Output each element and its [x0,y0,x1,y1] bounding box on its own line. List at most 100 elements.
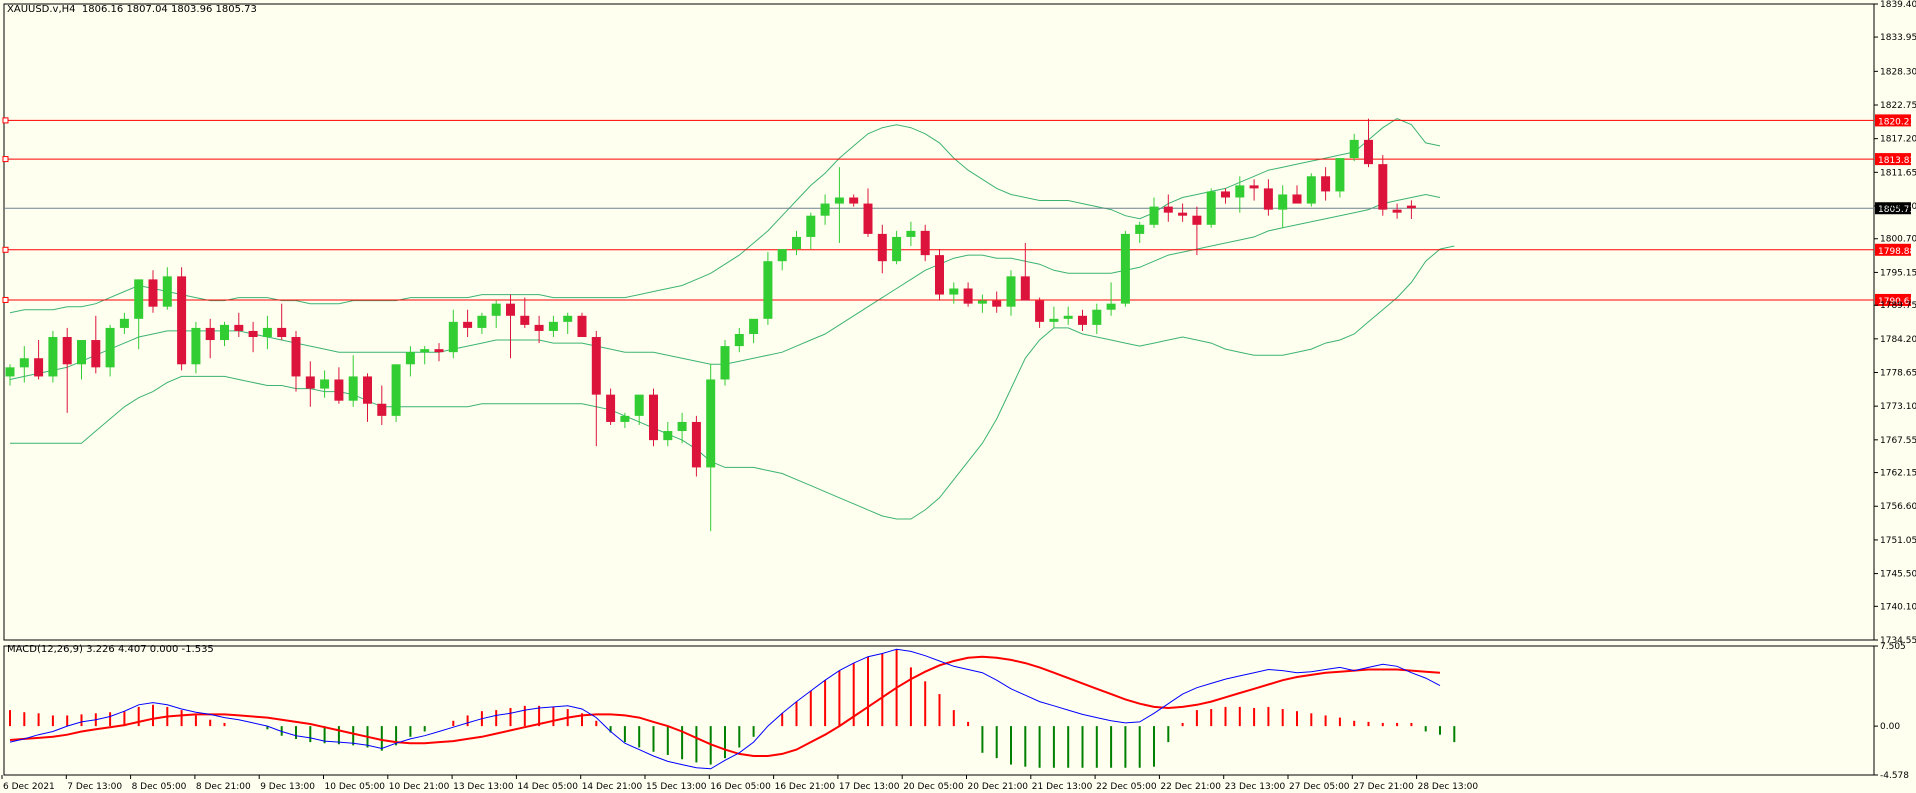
bull-candle [1349,133,1359,162]
candle-body [48,337,58,377]
bear-candle [606,388,616,425]
bull-candle [391,364,401,422]
level-handle [2,246,9,253]
time-tick-label: 22 Dec 21:00 [1160,782,1221,792]
bull-candle [1120,230,1130,307]
bear-candle [363,373,372,422]
bull-candle [477,312,487,334]
bear-candle [649,388,658,447]
level-price-tag [1875,153,1911,166]
bull-candle [1306,173,1316,207]
bear-candle [305,361,315,407]
time-tick-label: 23 Dec 13:00 [1225,782,1286,792]
bull-candle [734,327,744,353]
bull-candle [1049,306,1059,328]
candle-body [620,415,630,422]
bollinger-lower-line [10,245,1455,520]
horizontal-levels[interactable]: 1820.21 1813.83 1798.88 1790.61 1805.73 [2,114,1915,307]
macd-tick-label: 7.505 [1880,642,1906,652]
bull-candle [491,300,501,328]
candle-body [949,288,959,295]
candle-body [1135,224,1145,234]
bear-candle [177,267,187,371]
time-tick-label: 6 Dec 2021 [3,782,55,792]
macd-tick-label: 0.00 [1880,722,1900,732]
candle-body [606,394,616,422]
candle-body [234,324,244,331]
candle-body [405,352,415,365]
bull-candle [563,312,573,334]
bear-candle [1364,118,1373,168]
bull-candle [191,321,201,374]
time-tick-label: 10 Dec 21:00 [389,782,450,792]
candle-body [5,367,15,377]
bear-candle [1078,309,1087,331]
candle-body [1364,139,1373,165]
candle-body [334,379,344,401]
time-tick-label: 22 Dec 05:00 [1096,782,1157,792]
bull-candle [262,315,272,350]
bear-candle [1392,203,1402,219]
candle-body [205,327,215,341]
bull-candle [620,412,630,428]
level-price-label: 1820.21 [1878,117,1915,127]
candle-body [162,276,172,307]
price-tick-label: 1751.05 [1880,536,1916,546]
bear-candle [1378,155,1388,216]
candle-body [577,315,587,338]
time-tick-label: 14 Dec 21:00 [582,782,643,792]
candle-body [1235,185,1245,198]
level-price-label: 1813.83 [1878,156,1915,166]
bull-candle [5,364,15,386]
bear-candle [377,385,387,425]
bear-candle [1163,194,1173,222]
candle-body [1063,315,1073,319]
bull-candle [105,324,115,377]
bull-candle [977,294,987,313]
bear-candle [248,321,258,353]
price-tick-label: 1789.75 [1880,301,1916,311]
time-tick-label: 16 Dec 05:00 [710,782,771,792]
bear-candle [691,415,701,477]
candle-body [148,279,158,307]
bear-candle [1035,297,1045,328]
bull-candle [348,355,358,407]
candle-body [763,261,773,319]
bear-candle [1263,179,1273,216]
price-tick-label: 1734.55 [1880,636,1916,646]
candle-body [1392,209,1402,213]
price-tick-label: 1740.10 [1880,602,1916,612]
candle-body [1249,185,1259,189]
candle-body [277,327,287,338]
price-tick-label: 1822.75 [1880,101,1916,111]
candle-body [1120,233,1130,304]
bear-candle [877,224,887,274]
candle-body [1321,176,1331,192]
candle-body [691,421,701,468]
candle-body [892,236,902,262]
candle-body [506,303,515,316]
candle-body [1278,194,1288,210]
bull-candle [1135,221,1145,243]
current-price-label: 1805.73 [1878,205,1915,215]
candle-body [1092,309,1102,325]
bull-candle [48,330,58,383]
bear-candle [91,315,101,374]
bull-candle [1092,303,1102,334]
candle-body [177,276,187,365]
candle-body [62,337,72,365]
candle-body [191,327,201,365]
bear-candle [520,297,530,328]
price-tick-label: 1806.10 [1880,202,1916,212]
candle-body [677,421,687,432]
price-tick-label: 1778.65 [1880,368,1916,378]
candle-body [119,318,129,328]
level-price-tag [1875,243,1911,256]
candle-body [734,333,744,347]
candle-body [834,197,844,204]
candle-body [1406,205,1416,209]
bear-candle [148,270,158,313]
candle-body [1035,300,1045,322]
